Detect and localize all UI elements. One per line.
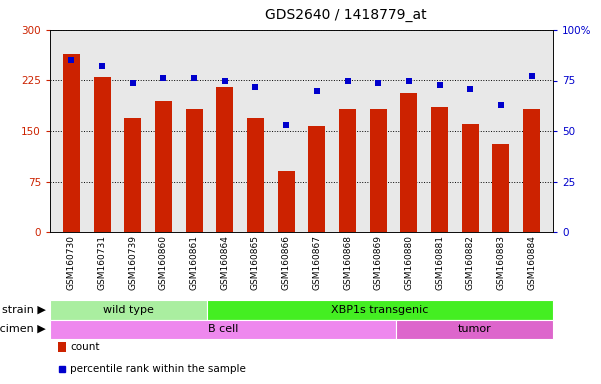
Point (373, 79, 383, 86)
Text: tumor: tumor (457, 324, 491, 334)
Bar (63, 53, 80, 232)
Text: GDS2640 / 1418779_at: GDS2640 / 1418779_at (265, 8, 427, 22)
Point (220, 78, 230, 84)
Point (281, 122, 291, 128)
Bar (207, 300, 553, 319)
Bar (308, 126, 325, 232)
Bar (431, 108, 448, 232)
Bar (94, 77, 111, 232)
Point (159, 75, 168, 81)
Bar (124, 118, 141, 232)
Bar (400, 93, 417, 232)
Bar (247, 118, 264, 232)
Point (526, 73, 536, 79)
Bar (492, 144, 509, 232)
Bar (216, 87, 233, 232)
Point (251, 83, 260, 89)
Text: percentile rank within the sample: percentile rank within the sample (70, 364, 246, 374)
Bar (370, 109, 386, 232)
Bar (186, 109, 203, 232)
Point (496, 102, 505, 108)
Point (343, 78, 352, 84)
Text: XBP1s transgenic: XBP1s transgenic (331, 305, 429, 315)
Point (465, 86, 475, 92)
Point (67, 57, 76, 63)
Point (97, 63, 107, 70)
Bar (58, 343, 66, 353)
Bar (523, 109, 540, 232)
Text: strain ▶: strain ▶ (2, 305, 46, 315)
Text: count: count (70, 343, 100, 353)
Bar (278, 171, 294, 232)
Bar (339, 109, 356, 232)
Bar (155, 101, 172, 232)
Point (312, 88, 322, 94)
Bar (50, 300, 207, 319)
Text: wild type: wild type (103, 305, 154, 315)
Text: B cell: B cell (208, 324, 238, 334)
Bar (396, 319, 553, 339)
Bar (462, 124, 478, 232)
Point (404, 78, 413, 84)
Point (435, 81, 444, 88)
Text: specimen ▶: specimen ▶ (0, 324, 46, 334)
Point (189, 75, 199, 81)
Bar (50, 319, 396, 339)
Point (128, 79, 138, 86)
